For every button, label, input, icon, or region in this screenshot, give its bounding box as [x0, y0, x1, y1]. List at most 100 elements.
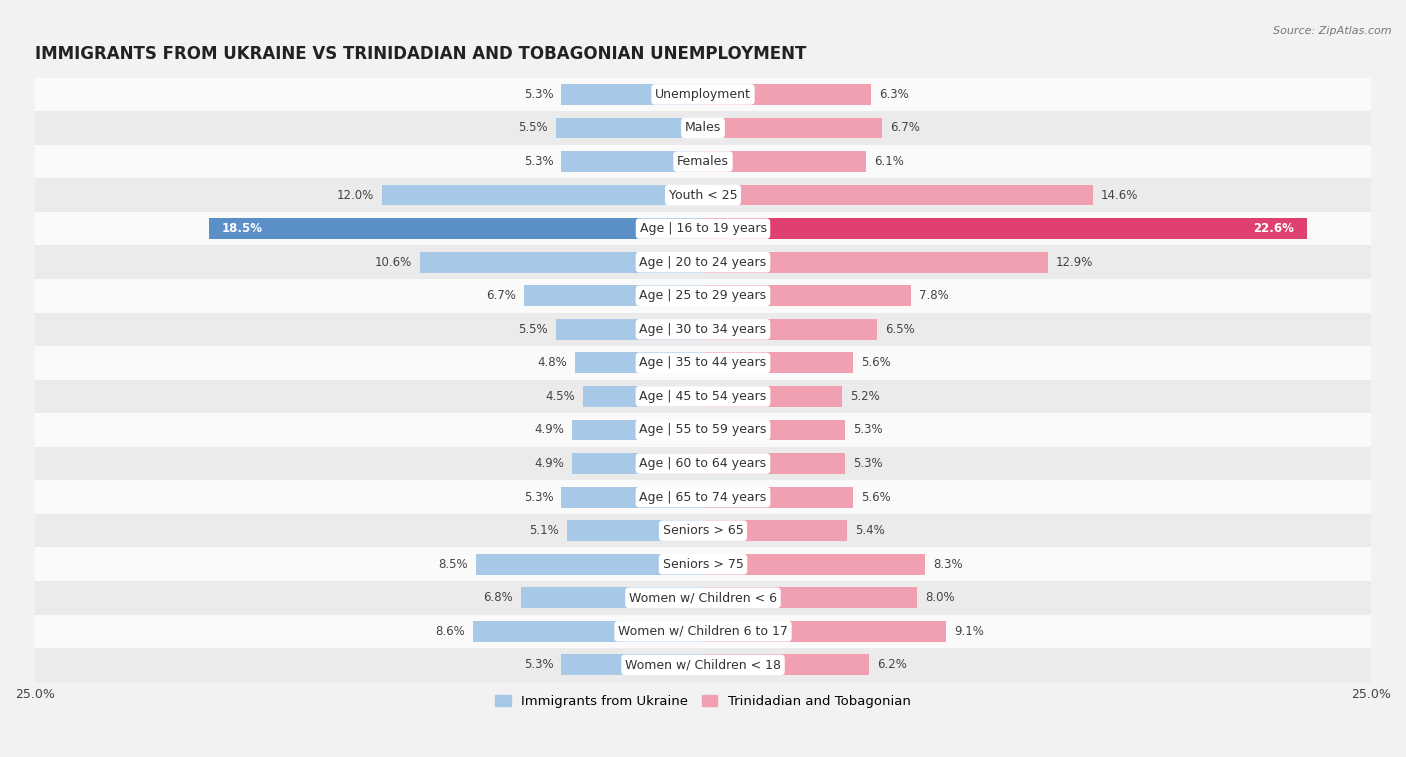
Text: 18.5%: 18.5%	[222, 222, 263, 235]
Text: 6.7%: 6.7%	[890, 121, 920, 135]
Text: 22.6%: 22.6%	[1253, 222, 1294, 235]
Bar	[703, 419, 845, 441]
Bar	[561, 655, 703, 675]
Text: 12.9%: 12.9%	[1056, 256, 1092, 269]
Text: 4.5%: 4.5%	[546, 390, 575, 403]
Text: Unemployment: Unemployment	[655, 88, 751, 101]
Bar	[35, 447, 1371, 481]
Bar	[703, 453, 845, 474]
Bar	[567, 520, 703, 541]
Bar	[35, 111, 1371, 145]
Text: 4.9%: 4.9%	[534, 457, 564, 470]
Text: 5.5%: 5.5%	[519, 322, 548, 336]
Bar	[555, 319, 703, 340]
Bar	[703, 554, 925, 575]
Text: 8.0%: 8.0%	[925, 591, 955, 604]
Bar	[35, 581, 1371, 615]
Text: 6.1%: 6.1%	[875, 155, 904, 168]
Text: Females: Females	[678, 155, 728, 168]
Bar	[703, 285, 911, 306]
Text: 5.3%: 5.3%	[852, 457, 883, 470]
Bar	[561, 151, 703, 172]
Bar	[703, 185, 1092, 205]
Text: 6.8%: 6.8%	[484, 591, 513, 604]
Text: 5.3%: 5.3%	[523, 155, 554, 168]
Text: Age | 20 to 24 years: Age | 20 to 24 years	[640, 256, 766, 269]
Text: Age | 16 to 19 years: Age | 16 to 19 years	[640, 222, 766, 235]
Text: 5.3%: 5.3%	[852, 423, 883, 437]
Bar	[35, 648, 1371, 681]
Text: 5.2%: 5.2%	[851, 390, 880, 403]
Text: Age | 60 to 64 years: Age | 60 to 64 years	[640, 457, 766, 470]
Bar	[35, 179, 1371, 212]
Text: 4.9%: 4.9%	[534, 423, 564, 437]
Bar	[35, 245, 1371, 279]
Bar	[703, 386, 842, 407]
Bar	[561, 84, 703, 104]
Bar	[561, 487, 703, 507]
Text: IMMIGRANTS FROM UKRAINE VS TRINIDADIAN AND TOBAGONIAN UNEMPLOYMENT: IMMIGRANTS FROM UKRAINE VS TRINIDADIAN A…	[35, 45, 806, 64]
Text: 14.6%: 14.6%	[1101, 188, 1139, 201]
Bar	[582, 386, 703, 407]
Bar	[35, 279, 1371, 313]
Text: 10.6%: 10.6%	[374, 256, 412, 269]
Bar	[35, 78, 1371, 111]
Text: Age | 45 to 54 years: Age | 45 to 54 years	[640, 390, 766, 403]
Text: Age | 25 to 29 years: Age | 25 to 29 years	[640, 289, 766, 302]
Bar	[35, 514, 1371, 547]
Text: 8.3%: 8.3%	[932, 558, 963, 571]
Text: 7.8%: 7.8%	[920, 289, 949, 302]
Bar	[208, 218, 703, 239]
Bar	[475, 554, 703, 575]
Bar	[703, 621, 946, 642]
Bar	[703, 655, 869, 675]
Bar	[35, 615, 1371, 648]
Bar	[382, 185, 703, 205]
Bar	[575, 353, 703, 373]
Text: 8.5%: 8.5%	[439, 558, 468, 571]
Text: 4.8%: 4.8%	[537, 357, 567, 369]
Text: 6.5%: 6.5%	[884, 322, 914, 336]
Text: 5.3%: 5.3%	[523, 659, 554, 671]
Legend: Immigrants from Ukraine, Trinidadian and Tobagonian: Immigrants from Ukraine, Trinidadian and…	[489, 690, 917, 713]
Text: Women w/ Children < 6: Women w/ Children < 6	[628, 591, 778, 604]
Text: 6.3%: 6.3%	[879, 88, 910, 101]
Text: 5.1%: 5.1%	[529, 524, 558, 537]
Text: 5.5%: 5.5%	[519, 121, 548, 135]
Text: Source: ZipAtlas.com: Source: ZipAtlas.com	[1274, 26, 1392, 36]
Bar	[703, 117, 882, 139]
Text: Age | 55 to 59 years: Age | 55 to 59 years	[640, 423, 766, 437]
Bar	[703, 218, 1308, 239]
Text: Age | 30 to 34 years: Age | 30 to 34 years	[640, 322, 766, 336]
Text: 5.4%: 5.4%	[855, 524, 884, 537]
Bar	[522, 587, 703, 608]
Bar	[572, 419, 703, 441]
Bar	[703, 319, 877, 340]
Bar	[35, 212, 1371, 245]
Text: 5.6%: 5.6%	[860, 357, 890, 369]
Text: 6.7%: 6.7%	[486, 289, 516, 302]
Bar	[703, 151, 866, 172]
Bar	[703, 520, 848, 541]
Text: Seniors > 65: Seniors > 65	[662, 524, 744, 537]
Text: 8.6%: 8.6%	[436, 625, 465, 638]
Bar	[35, 481, 1371, 514]
Bar	[420, 252, 703, 273]
Text: 6.2%: 6.2%	[877, 659, 907, 671]
Text: Seniors > 75: Seniors > 75	[662, 558, 744, 571]
Bar	[35, 547, 1371, 581]
Bar	[703, 587, 917, 608]
Bar	[524, 285, 703, 306]
Bar	[35, 313, 1371, 346]
Text: Age | 35 to 44 years: Age | 35 to 44 years	[640, 357, 766, 369]
Bar	[35, 413, 1371, 447]
Text: Women w/ Children < 18: Women w/ Children < 18	[626, 659, 780, 671]
Bar	[572, 453, 703, 474]
Bar	[35, 145, 1371, 179]
Text: Women w/ Children 6 to 17: Women w/ Children 6 to 17	[619, 625, 787, 638]
Bar	[703, 252, 1047, 273]
Bar	[703, 84, 872, 104]
Text: 12.0%: 12.0%	[337, 188, 374, 201]
Bar	[474, 621, 703, 642]
Text: 9.1%: 9.1%	[955, 625, 984, 638]
